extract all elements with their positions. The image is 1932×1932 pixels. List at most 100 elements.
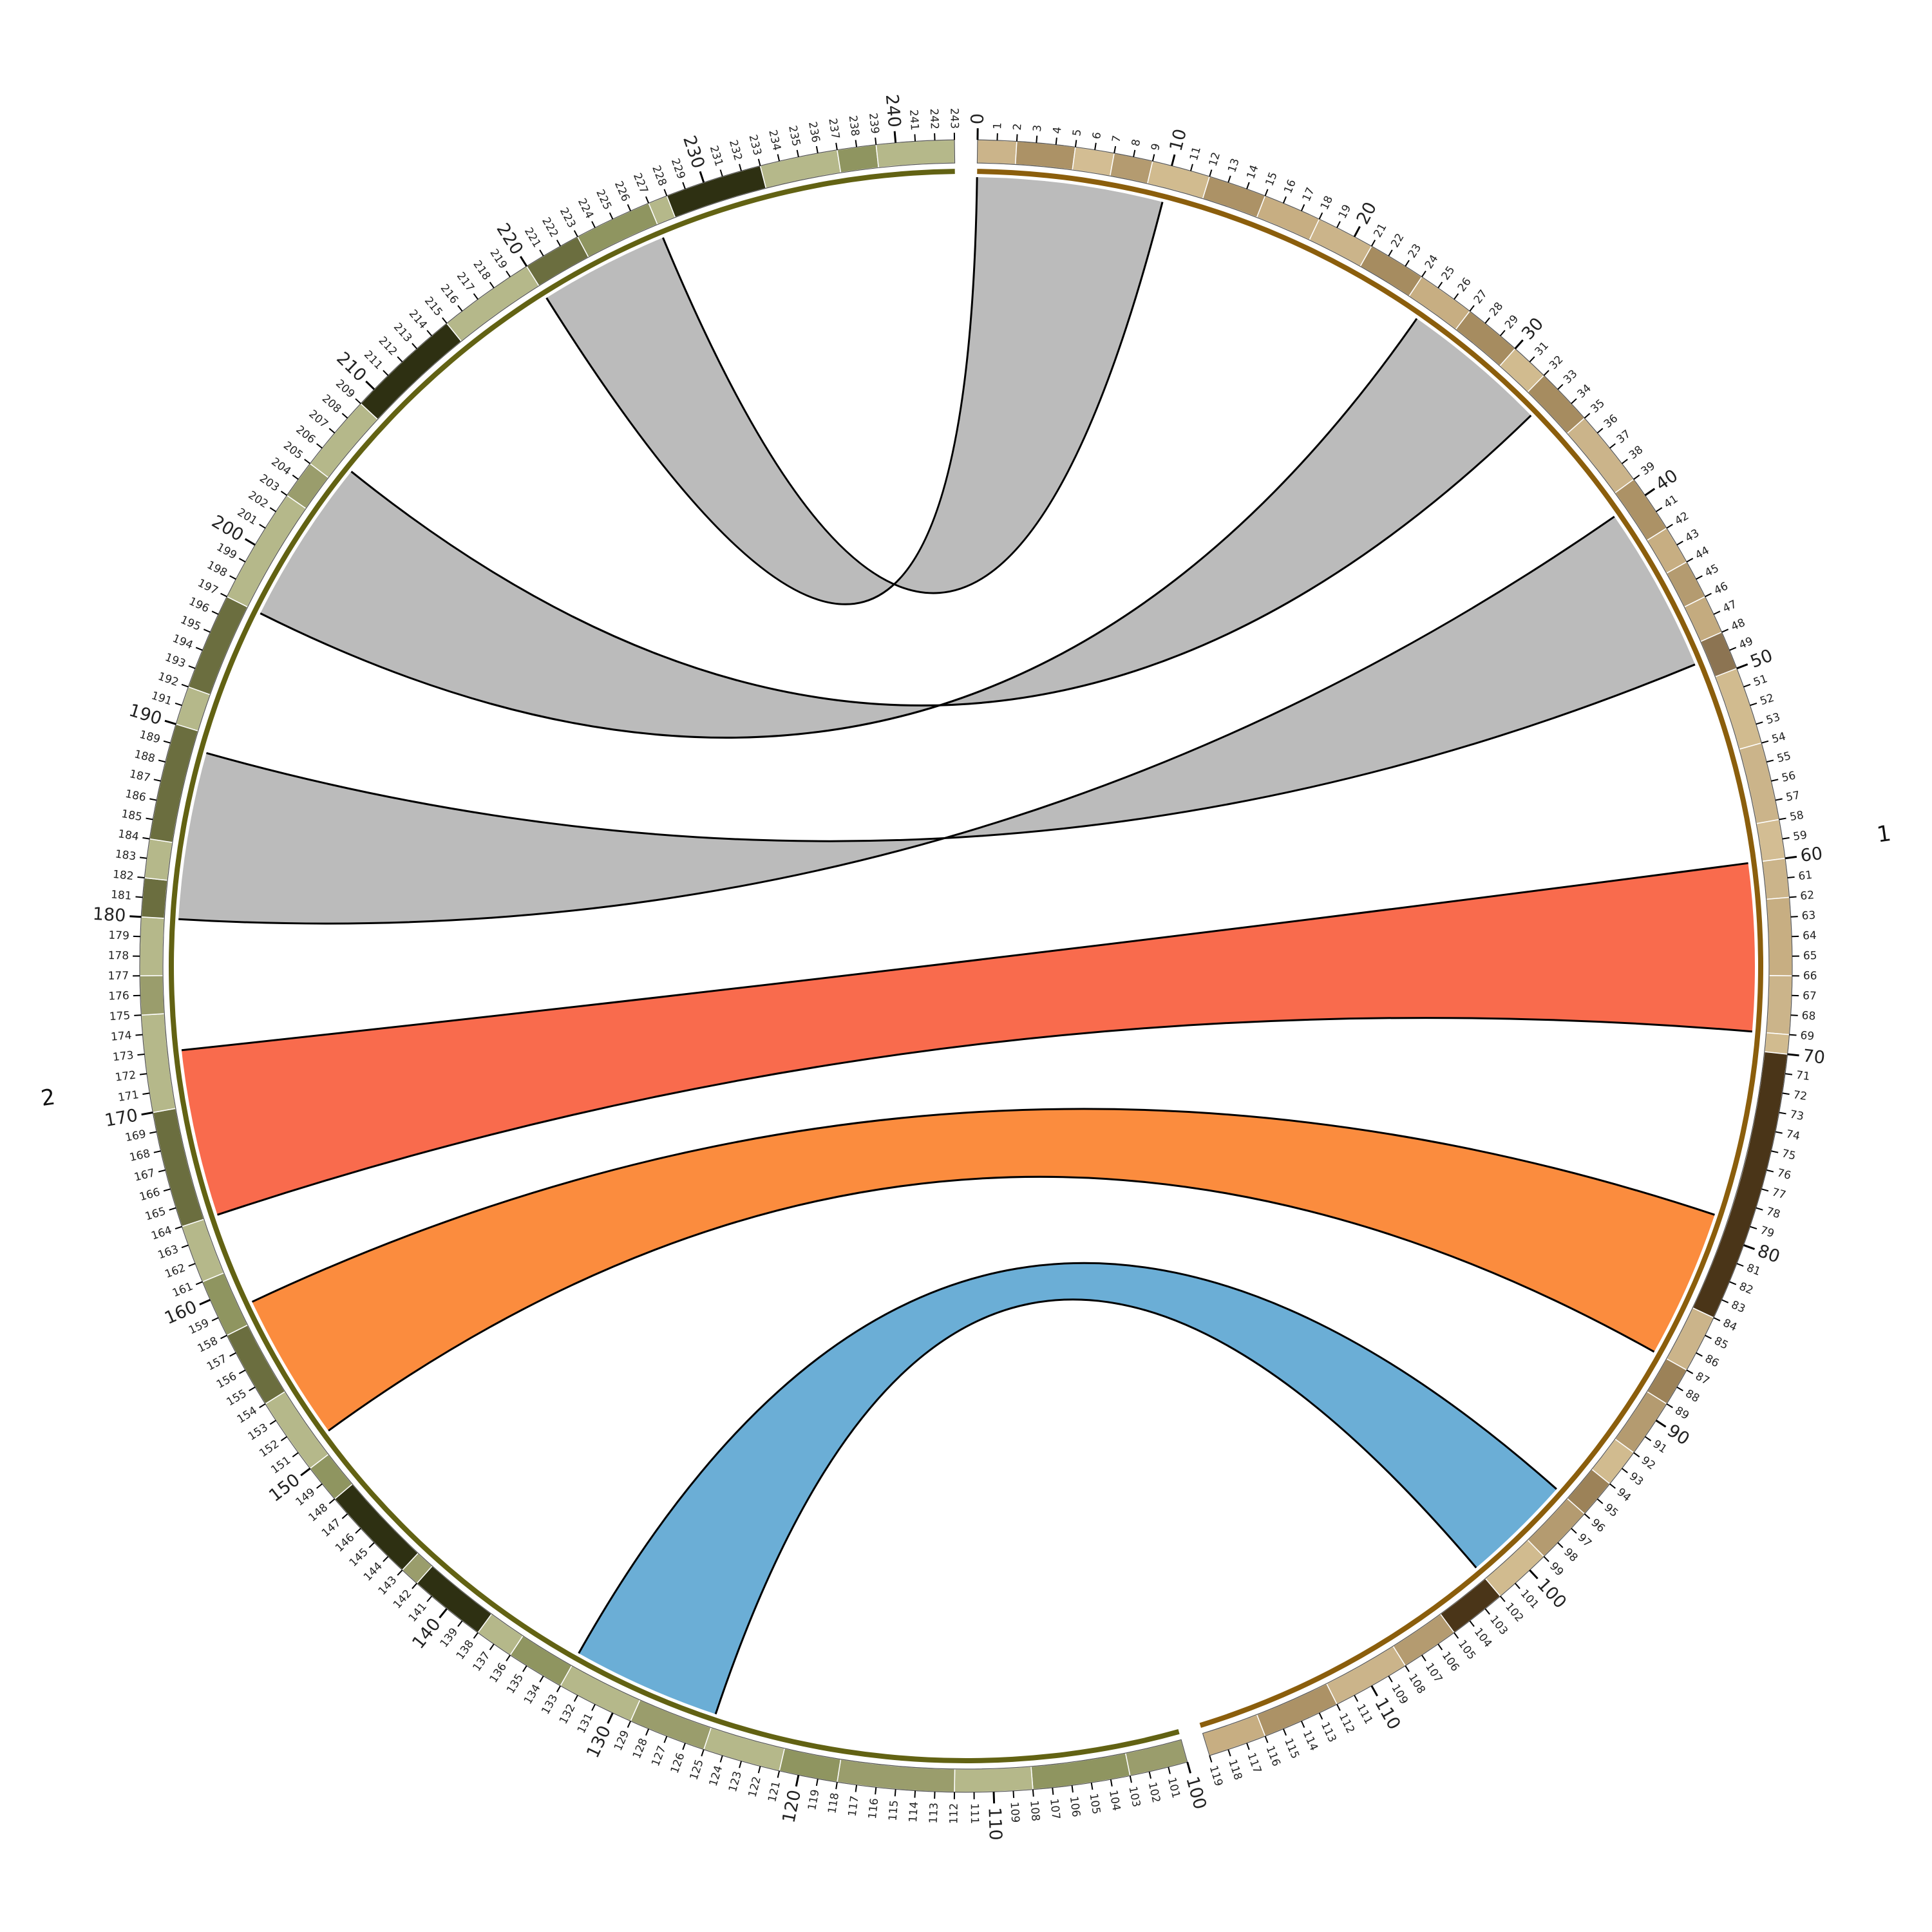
- tick-label: 51: [1752, 672, 1769, 689]
- tick-label: 32: [1547, 353, 1566, 372]
- tick-mark: [1696, 1352, 1703, 1357]
- tick-label: 83: [1729, 1298, 1747, 1316]
- tick-mark: [1756, 721, 1763, 725]
- tick-label: 212: [376, 334, 400, 358]
- tick-mark: [1655, 1419, 1667, 1428]
- tick-label: 15: [1263, 170, 1280, 187]
- tick-label: 49: [1737, 635, 1755, 652]
- tick-label: 4: [1051, 126, 1065, 135]
- tick-mark: [795, 1775, 800, 1787]
- tick-mark: [1686, 1369, 1694, 1374]
- ideogram-band: [703, 1727, 786, 1772]
- tick-label: 0: [968, 113, 988, 125]
- tick-mark: [855, 140, 858, 147]
- tick-mark: [211, 1317, 219, 1321]
- tick-label: 135: [504, 1672, 526, 1696]
- tick-mark: [473, 1632, 478, 1639]
- tick-mark: [158, 759, 166, 763]
- tick-mark: [1787, 1053, 1799, 1057]
- tick-mark: [1721, 1299, 1729, 1303]
- tick-label: 88: [1683, 1387, 1701, 1405]
- tick-label: 3: [1031, 124, 1045, 132]
- tick-mark: [280, 1436, 288, 1441]
- tick-mark: [1789, 1034, 1797, 1036]
- tick-mark: [835, 142, 838, 150]
- tick-mark: [175, 702, 182, 706]
- tick-label: 28: [1487, 300, 1506, 319]
- tick-mark: [1032, 1789, 1034, 1797]
- tick-mark: [573, 1694, 578, 1702]
- tick-label: 101: [1165, 1776, 1182, 1799]
- tick-label: 22: [1388, 231, 1406, 250]
- tick-mark: [739, 1761, 743, 1768]
- tick-label: 48: [1729, 616, 1747, 634]
- tick-mark: [1469, 305, 1475, 312]
- ideogram-band: [1764, 1032, 1790, 1055]
- tick-label: 98: [1561, 1546, 1580, 1564]
- chromosome-label: 2: [39, 1084, 57, 1112]
- tick-mark: [269, 1419, 276, 1425]
- tick-mark: [663, 1736, 668, 1743]
- ideogram-band: [140, 1013, 176, 1113]
- tick-mark: [300, 1467, 311, 1477]
- tick-label: 145: [347, 1546, 371, 1569]
- ideogram-band: [1756, 819, 1786, 862]
- tick-label: 174: [110, 1029, 132, 1044]
- tick-mark: [1571, 1528, 1577, 1534]
- tick-mark: [229, 575, 236, 580]
- tick-label: 238: [846, 115, 862, 137]
- tick-mark: [1736, 1263, 1744, 1267]
- tick-label: 108: [1027, 1800, 1042, 1822]
- tick-label: 156: [214, 1370, 239, 1391]
- tick-mark: [238, 1369, 246, 1374]
- tick-label: 186: [124, 788, 147, 804]
- tick-label: 208: [319, 392, 344, 415]
- tick-mark: [1282, 1728, 1287, 1736]
- tick-mark: [1405, 260, 1410, 267]
- tick-mark: [439, 1608, 448, 1618]
- tick-label: 95: [1602, 1501, 1620, 1520]
- tick-mark: [1676, 540, 1683, 545]
- tick-mark: [1264, 189, 1269, 196]
- tick-mark: [1557, 384, 1564, 390]
- tick-label: 233: [746, 133, 763, 156]
- tick-label: 126: [668, 1751, 688, 1775]
- tick-mark: [1771, 779, 1779, 782]
- tick-mark: [238, 558, 246, 563]
- tick-mark: [591, 1703, 596, 1711]
- tick-label: 236: [806, 120, 822, 144]
- tick-label: 197: [196, 576, 220, 597]
- tick-mark: [1209, 169, 1213, 177]
- tick-mark: [1584, 413, 1591, 419]
- tick-mark: [699, 171, 705, 183]
- tick-label: 116: [1263, 1744, 1282, 1768]
- tick-label: 81: [1745, 1262, 1762, 1278]
- tick-mark: [304, 459, 311, 464]
- tick-mark: [355, 398, 361, 404]
- tick-mark: [539, 1675, 544, 1683]
- ideogram-band: [1109, 152, 1153, 185]
- tick-label: 34: [1575, 382, 1594, 401]
- tick-label: 6: [1090, 131, 1104, 140]
- tick-mark: [893, 131, 897, 143]
- tick-label: 8: [1130, 138, 1144, 147]
- link-edge: [350, 415, 1532, 706]
- tick-label: 162: [163, 1262, 187, 1281]
- tick-label: 52: [1758, 692, 1776, 708]
- tick-mark: [1761, 740, 1769, 744]
- tick-mark: [412, 1582, 417, 1589]
- tick-mark: [229, 1352, 236, 1357]
- tick-label: 187: [128, 768, 151, 785]
- tick-mark: [1779, 1112, 1786, 1115]
- tick-mark: [573, 230, 578, 238]
- links-layer: [178, 177, 1755, 1715]
- tick-mark: [815, 146, 819, 153]
- tick-label: 173: [112, 1049, 134, 1064]
- tick-label: 36: [1602, 412, 1620, 431]
- tick-mark: [875, 137, 877, 145]
- link-edge: [206, 663, 1696, 842]
- tick-label: 54: [1770, 730, 1787, 746]
- tick-label: 226: [612, 179, 632, 204]
- tick-label: 222: [539, 215, 560, 240]
